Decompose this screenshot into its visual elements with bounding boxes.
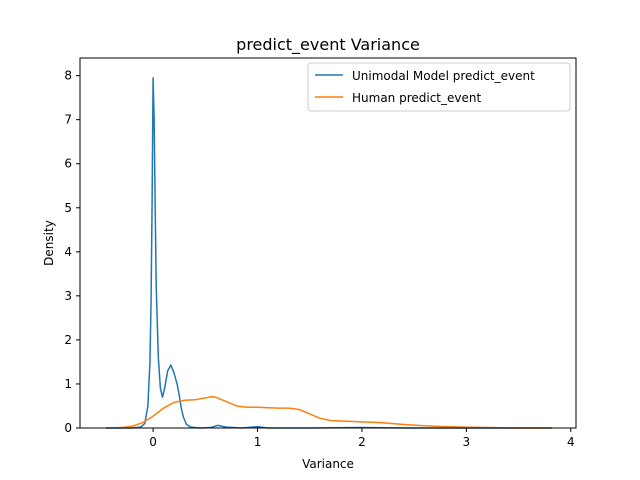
y-tick-label: 4 [64,245,72,259]
legend: Unimodal Model predict_event Human predi… [307,62,571,112]
y-tick-label: 2 [64,333,72,347]
x-tick-label: 2 [358,435,366,449]
series-line-0 [106,77,552,429]
series-layer [106,77,552,429]
series-line-1 [106,395,552,429]
x-axis-label: Variance [302,457,354,471]
legend-label-human: Human predict_event [352,91,481,105]
plot-frame [79,57,577,429]
x-axis: 0 1 2 3 4 [149,428,575,449]
y-axis-label: Density [42,220,56,266]
x-tick-label: 3 [463,435,471,449]
y-tick-label: 1 [64,377,72,391]
y-tick-label: 0 [64,421,72,435]
legend-label-unimodal: Unimodal Model predict_event [352,69,535,83]
x-tick-label: 0 [149,435,157,449]
x-tick-label: 4 [567,435,575,449]
y-tick-label: 8 [64,69,72,83]
y-tick-label: 3 [64,289,72,303]
x-tick-label: 1 [254,435,262,449]
legend-box [307,62,571,112]
y-tick-label: 7 [64,113,72,127]
plot-area [79,57,577,429]
y-axis: 0 1 2 3 4 5 6 7 8 [64,69,80,435]
y-tick-label: 5 [64,201,72,215]
y-tick-label: 6 [64,157,72,171]
chart-title: predict_event Variance [236,35,420,55]
